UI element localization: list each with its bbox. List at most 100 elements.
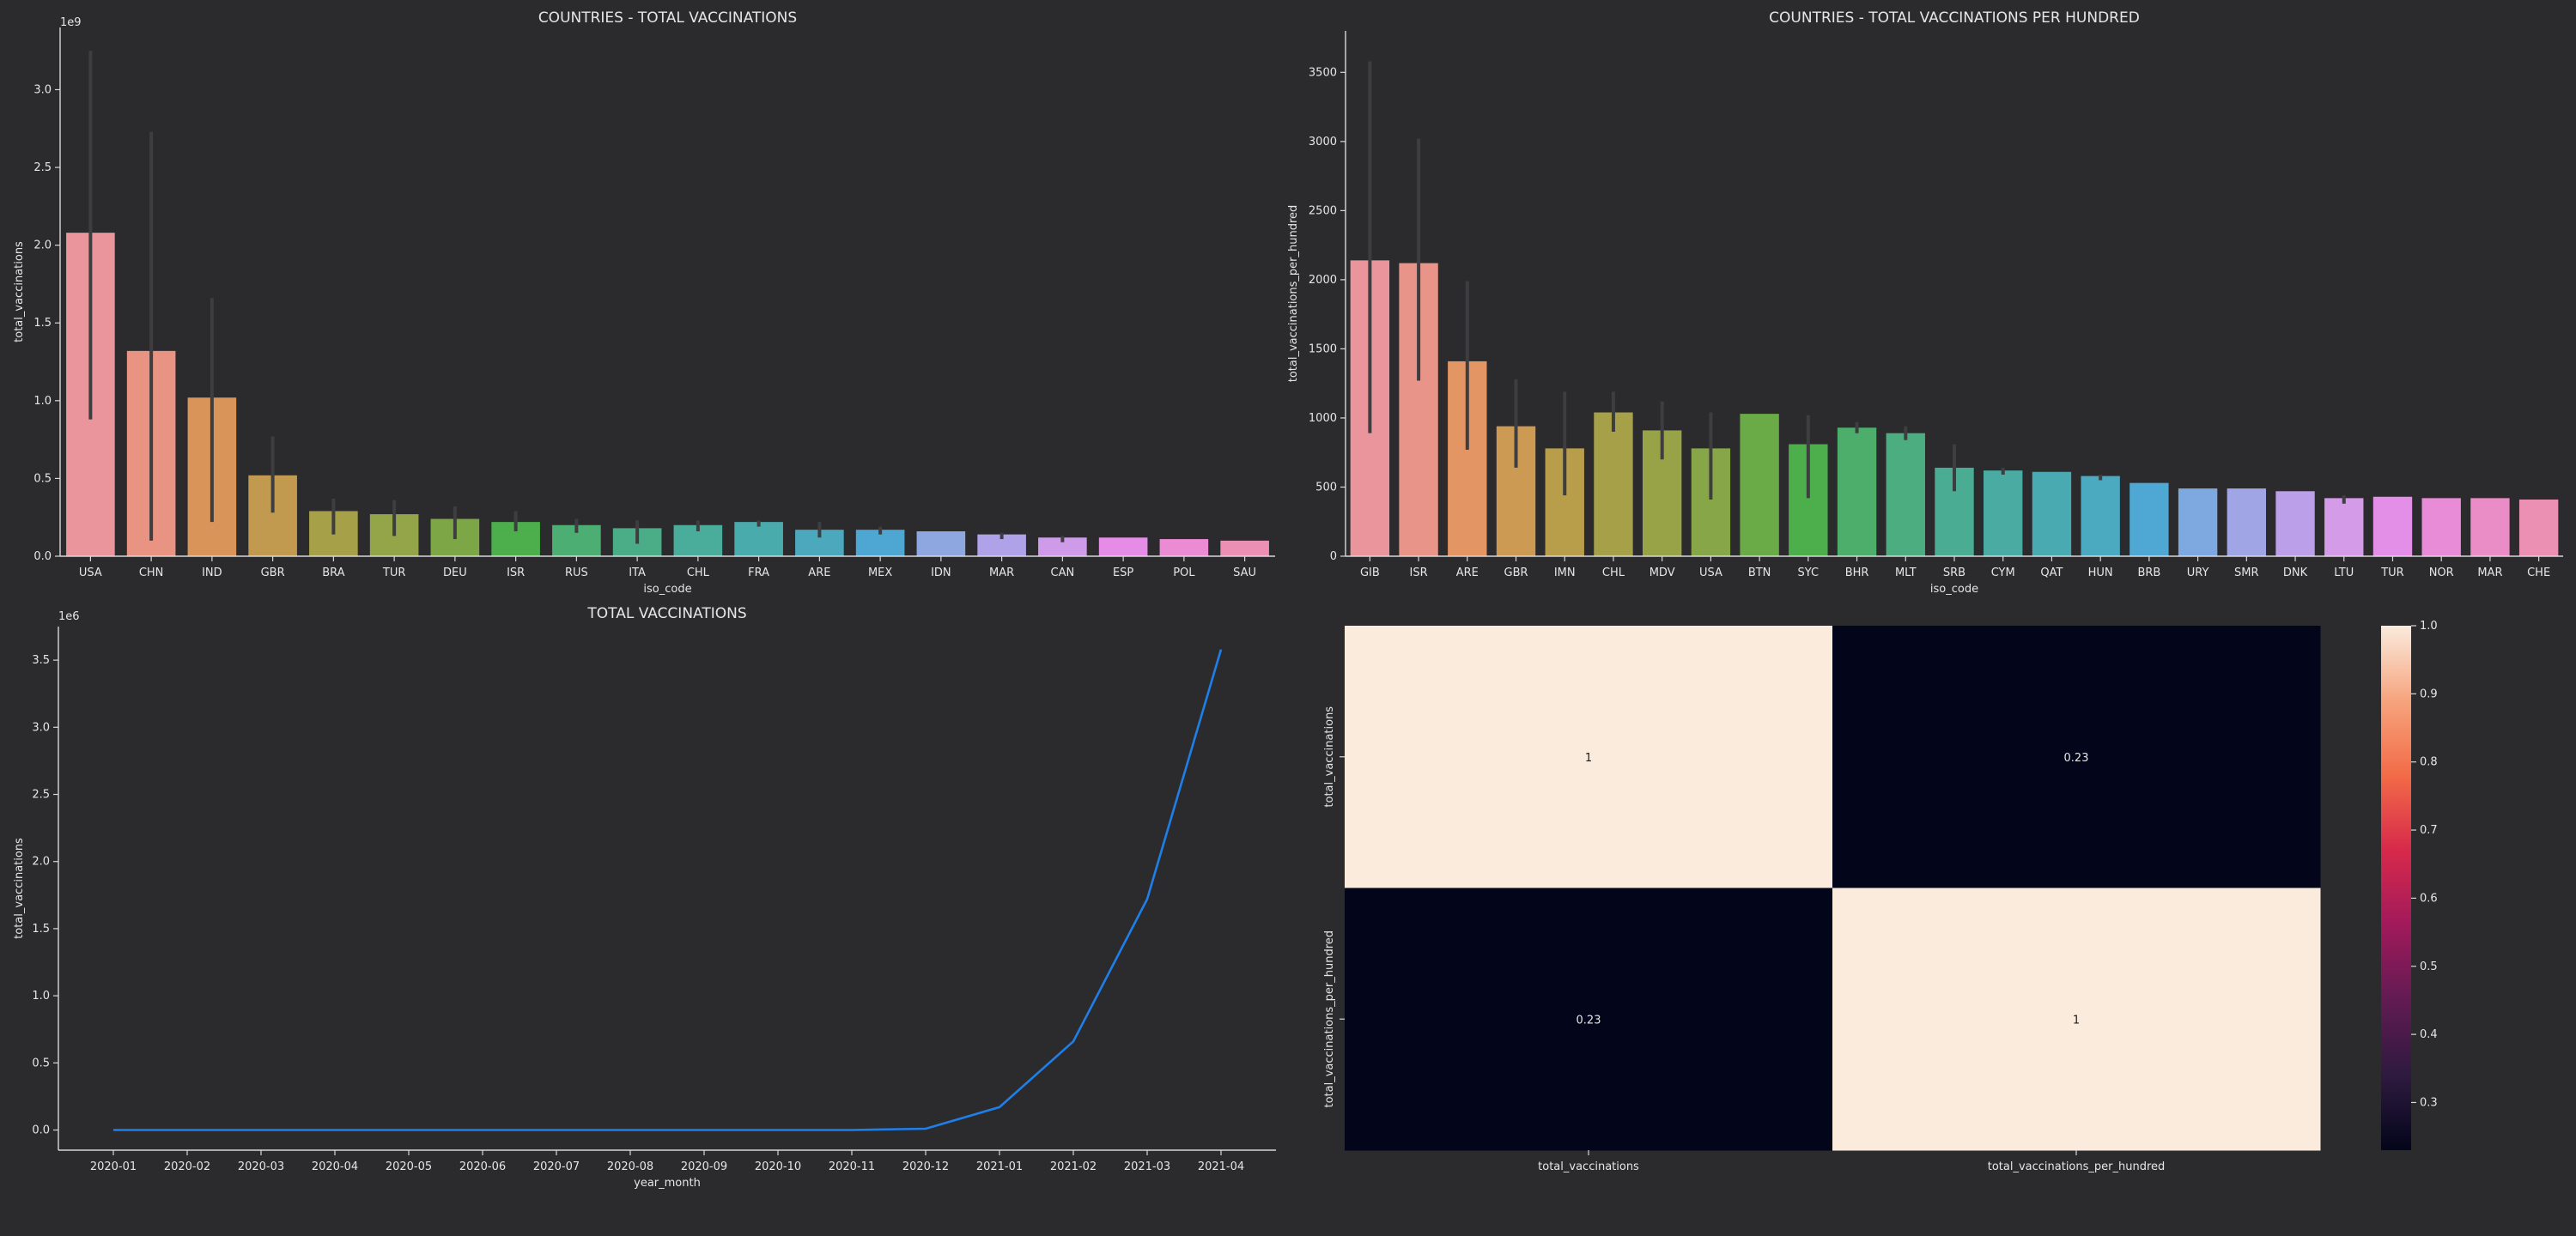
total-vaccinations-line-chart: TOTAL VACCINATIONS 0.0 0.5 1.0 1.5 2.0 2.5 3.0 3… <box>13 605 1276 1190</box>
x-tick-label: CHE <box>2527 566 2550 579</box>
y-tick-label: 3500 <box>1309 66 1337 79</box>
y-tick-label: 0.0 <box>33 550 52 563</box>
y-tick-label: 3000 <box>1309 136 1337 148</box>
series-line <box>113 649 1223 1131</box>
x-tick-label: 2021-03 <box>1124 1160 1170 1173</box>
x-axis-label: year_month <box>634 1177 701 1190</box>
x-tick-label: SYC <box>1798 566 1820 579</box>
x-tick-label: URY <box>2187 566 2209 579</box>
x-tick-label: ISR <box>507 566 525 579</box>
x-tick-label: 2020-01 <box>90 1160 137 1173</box>
x-tick-label: POL <box>1173 566 1195 579</box>
x-tick-label: BHR <box>1845 566 1869 579</box>
x-tick-label: 2020-09 <box>681 1160 727 1173</box>
x-tick-label: MLT <box>1895 566 1917 579</box>
x-tick-label: 2021-02 <box>1050 1160 1097 1173</box>
x-tick-label: ITA <box>629 566 646 579</box>
x-tick-label: CHL <box>1602 566 1625 579</box>
bar <box>1740 414 1779 556</box>
x-tick-label: CAN <box>1051 566 1075 579</box>
x-tick-label: ISR <box>1410 566 1428 579</box>
x-tick-label: DEU <box>443 566 467 579</box>
y-tick-label: total_vaccinations <box>1323 706 1336 808</box>
x-tick-label: SAU <box>1233 566 1256 579</box>
bar <box>2324 498 2364 556</box>
y-tick-label: 1.5 <box>33 317 52 330</box>
x-tick-label: ARE <box>808 566 830 579</box>
colorbar-tick-label: 0.4 <box>2420 1028 2438 1041</box>
bar <box>734 522 783 556</box>
chart-title: COUNTRIES - TOTAL VACCINATIONS PER HUNDR… <box>1769 9 2140 27</box>
heatmap-value-label: 0.23 <box>2064 752 2089 765</box>
bar <box>2178 488 2218 556</box>
x-tick-label: DNK <box>2283 566 2308 579</box>
x-tick-label: NOR <box>2429 566 2454 579</box>
x-tick-label: FRA <box>748 566 769 579</box>
correlation-heatmap: 1 0.23 0.23 1 total_vaccinations total_vaccin… <box>1323 620 2438 1173</box>
bar <box>916 531 966 556</box>
heatmap-value-label: 0.23 <box>1577 1014 1601 1027</box>
x-tick-label: IMN <box>1554 566 1576 579</box>
y-tick-label: 3.0 <box>33 83 52 96</box>
x-tick-label: HUN <box>2088 566 2113 579</box>
x-tick-label: GBR <box>261 566 285 579</box>
x-tick-label: 2020-07 <box>533 1160 580 1173</box>
y-tick-label: 1.5 <box>32 923 50 936</box>
bar <box>2470 498 2510 556</box>
y-axis-label: total_vaccinations_per_hundred <box>1287 205 1300 383</box>
x-tick-label: 2020-06 <box>459 1160 506 1173</box>
vaccinations-per-hundred-bar-chart: COUNTRIES - TOTAL VACCINATIONS PER HUNDR… <box>1287 9 2563 596</box>
y-axis-multiplier: 1e9 <box>60 16 82 29</box>
bar <box>2032 471 2072 556</box>
x-tick-label: 2020-05 <box>386 1160 432 1173</box>
bar <box>2421 498 2461 556</box>
x-axis-label: iso_code <box>643 583 691 596</box>
y-tick-label: 2500 <box>1309 204 1337 217</box>
y-axis-label: total_vaccinations <box>13 241 26 342</box>
x-tick-label: GBR <box>1504 566 1528 579</box>
x-tick-label: MAR <box>989 566 1014 579</box>
y-tick-label: 0.0 <box>32 1124 50 1137</box>
x-tick-label: 2020-08 <box>607 1160 653 1173</box>
x-tick-label: RUS <box>565 566 588 579</box>
colorbar-tick-label: 0.7 <box>2420 824 2438 837</box>
x-tick-label: LTU <box>2334 566 2354 579</box>
x-tick-label: TUR <box>382 566 406 579</box>
colorbar-tick-label: 0.6 <box>2420 892 2438 905</box>
x-tick-label: 2021-04 <box>1198 1160 1244 1173</box>
x-tick-label: 2020-03 <box>238 1160 284 1173</box>
bar <box>2081 476 2120 556</box>
y-tick-label: 2.5 <box>33 161 52 174</box>
y-tick-label: 1.0 <box>33 395 52 408</box>
bar <box>1159 539 1209 556</box>
y-tick-label: 2.0 <box>33 239 52 252</box>
x-tick-label: CHN <box>139 566 164 579</box>
x-tick-label: total_vaccinations <box>1538 1160 1639 1173</box>
y-tick-label: 2000 <box>1309 274 1337 287</box>
chart-title: TOTAL VACCINATIONS <box>586 605 746 622</box>
y-tick-label: 0 <box>1330 550 1337 563</box>
y-tick-label: 2.5 <box>32 789 50 802</box>
x-tick-label: BRB <box>2137 566 2160 579</box>
x-tick-label: ESP <box>1113 566 1133 579</box>
y-tick-label: 500 <box>1315 481 1337 494</box>
y-tick-label: 3.5 <box>32 654 50 667</box>
x-tick-label: BTN <box>1748 566 1771 579</box>
heatmap-value-label: 1 <box>2073 1014 2080 1027</box>
bar <box>2227 488 2267 556</box>
x-tick-label: total_vaccinations_per_hundred <box>1988 1160 2166 1173</box>
y-axis-label: total_vaccinations <box>13 838 26 939</box>
bar <box>1984 470 2023 556</box>
x-tick-label: USA <box>79 566 102 579</box>
y-tick-label: 3.0 <box>32 721 50 734</box>
x-tick-label: 2020-10 <box>755 1160 801 1173</box>
y-axis-multiplier: 1e6 <box>58 610 80 623</box>
colorbar-tick-label: 0.3 <box>2420 1096 2438 1109</box>
y-tick-label: 1500 <box>1309 342 1337 355</box>
y-tick-label: 1.0 <box>32 990 50 1003</box>
x-tick-label: MDV <box>1649 566 1675 579</box>
y-tick-label: 0.5 <box>33 472 52 485</box>
total-vaccinations-bar-chart: COUNTRIES - TOTAL VACCINATIONS USA CHN IND G… <box>13 9 1275 596</box>
x-tick-label: IDN <box>931 566 951 579</box>
